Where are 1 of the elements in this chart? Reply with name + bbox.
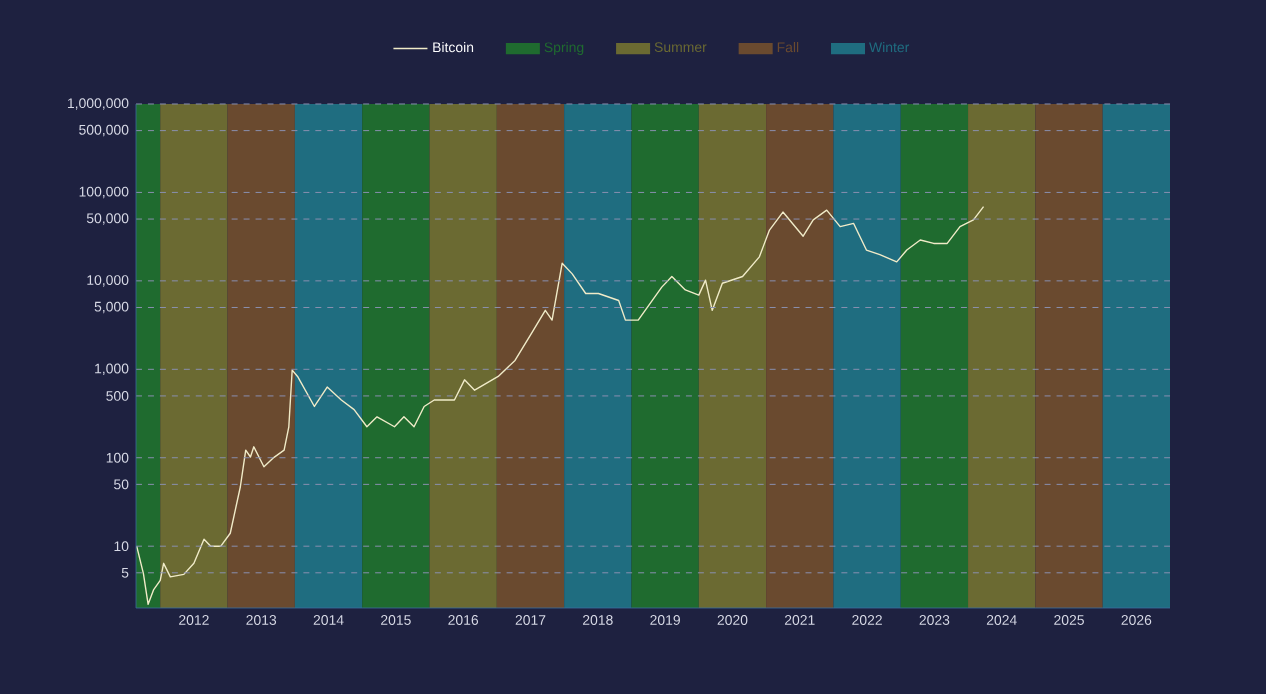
line-series bbox=[136, 205, 985, 606]
